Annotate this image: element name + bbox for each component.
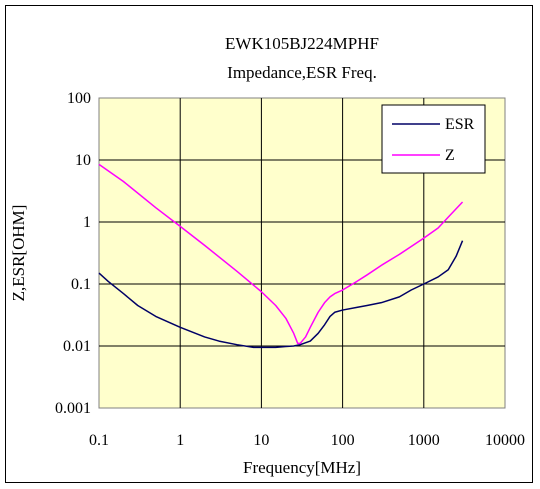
legend-esr-label: ESR bbox=[445, 116, 475, 133]
y-tick-label: 0.001 bbox=[55, 400, 91, 417]
x-tick-label: 100 bbox=[331, 432, 355, 449]
legend-z-label: Z bbox=[445, 147, 455, 164]
x-tick-label: 0.1 bbox=[89, 432, 109, 449]
legend-box bbox=[381, 104, 486, 174]
grid-lines bbox=[99, 98, 505, 408]
x-tick-label: 1 bbox=[176, 432, 184, 449]
x-tick-label: 10000 bbox=[485, 432, 525, 449]
y-axis-label: Z,ESR[OHM] bbox=[9, 205, 28, 302]
x-axis-ticks: 0.1 1 10 100 1000 10000 bbox=[89, 432, 525, 449]
y-tick-label: 10 bbox=[75, 152, 91, 169]
y-tick-label: 0.01 bbox=[63, 338, 91, 355]
chart-title: EWK105BJ224MPHF bbox=[225, 34, 379, 53]
legend: ESR Z bbox=[381, 104, 486, 174]
x-tick-label: 1000 bbox=[408, 432, 440, 449]
chart-subtitle: Impedance,ESR Freq. bbox=[227, 63, 377, 82]
series-line-esr bbox=[98, 240, 464, 349]
series-line-z bbox=[98, 163, 464, 345]
y-axis-ticks: 100 10 1 0.1 0.01 0.001 bbox=[55, 90, 91, 417]
y-tick-label: 0.1 bbox=[71, 276, 91, 293]
x-tick-label: 10 bbox=[253, 432, 269, 449]
y-tick-label: 100 bbox=[67, 90, 91, 107]
series-lines bbox=[98, 163, 464, 349]
x-axis-label: Frequency[MHz] bbox=[243, 458, 361, 477]
y-tick-label: 1 bbox=[83, 214, 91, 231]
